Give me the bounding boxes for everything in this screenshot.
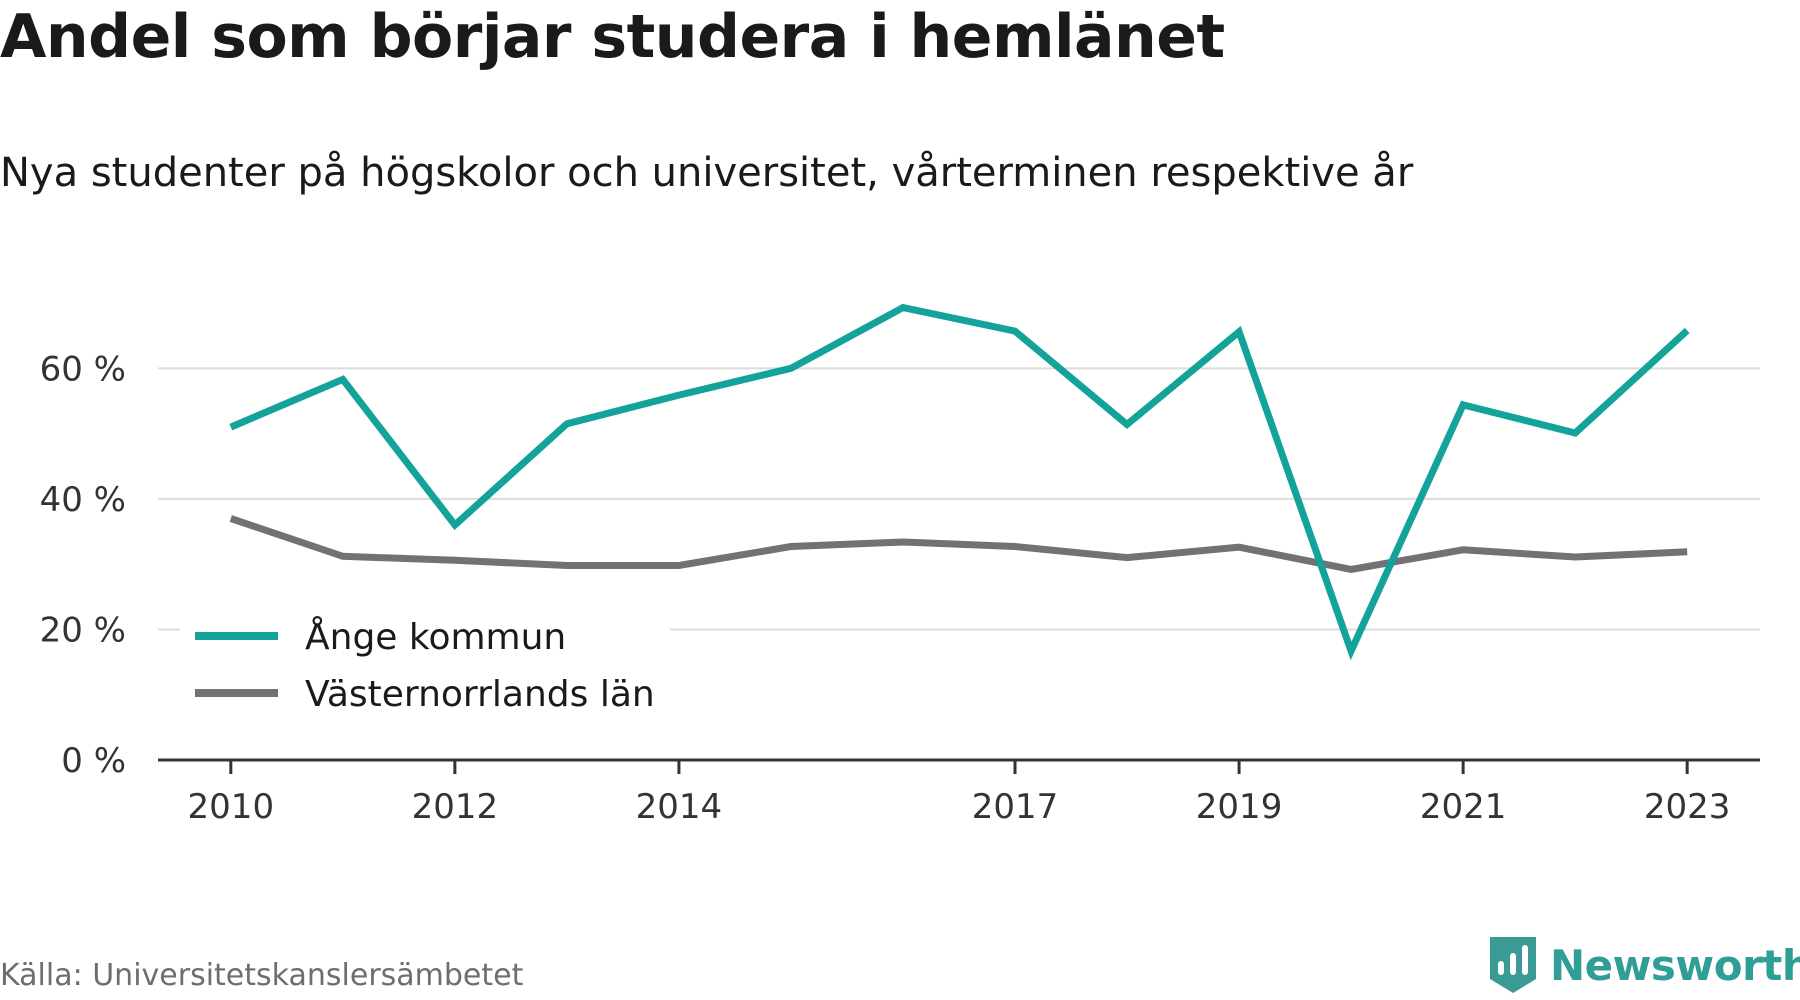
y-tick-label: 0 % bbox=[61, 741, 126, 781]
grid-lines: 0 % 20 % 40 % 60 % bbox=[40, 349, 1760, 781]
chart-subtitle: Nya studenter på högskolor och universit… bbox=[0, 150, 1414, 196]
series-line bbox=[229, 515, 1688, 573]
x-tick-label: 2021 bbox=[1420, 787, 1507, 827]
y-tick-label: 40 % bbox=[40, 480, 126, 520]
newsworthy-chart-logo-icon bbox=[1490, 937, 1536, 993]
legend-label: Ånge kommun bbox=[305, 615, 566, 658]
series-lines bbox=[229, 303, 1690, 661]
legend-label: Västernorrlands län bbox=[305, 674, 655, 715]
brand-logo: Newsworthy bbox=[1488, 935, 1800, 995]
x-axis: 2010 2012 2014 2017 2019 2021 2023 bbox=[158, 758, 1760, 827]
series-line bbox=[229, 303, 1690, 661]
chart-title: Andel som börjar studera i hemlänet bbox=[0, 2, 1225, 72]
legend-background bbox=[180, 600, 670, 720]
x-tick-label: 2017 bbox=[972, 787, 1059, 827]
legend: Ånge kommun Västernorrlands län bbox=[180, 600, 670, 720]
source-note: Källa: Universitetskanslersämbetet bbox=[0, 958, 524, 993]
x-tick-label: 2012 bbox=[412, 787, 499, 827]
x-tick-label: 2019 bbox=[1196, 787, 1283, 827]
x-tick-label: 2014 bbox=[636, 787, 723, 827]
x-tick-label: 2023 bbox=[1644, 787, 1731, 827]
y-tick-label: 60 % bbox=[40, 349, 126, 389]
brand-name: Newsworthy bbox=[1550, 940, 1800, 990]
y-tick-label: 20 % bbox=[40, 610, 126, 650]
x-tick-label: 2010 bbox=[188, 787, 275, 827]
